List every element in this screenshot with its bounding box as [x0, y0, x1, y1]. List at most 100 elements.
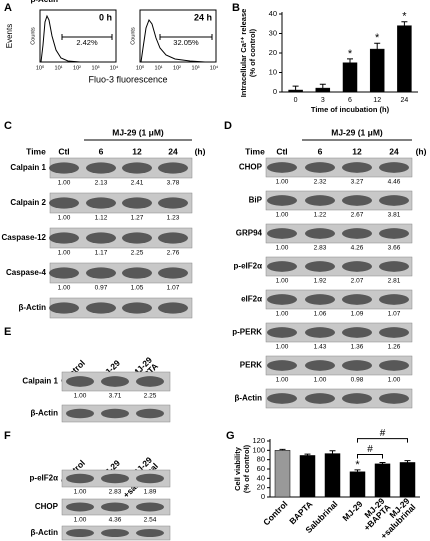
error-bar	[304, 453, 311, 456]
band-ratio: 2.81	[388, 278, 401, 285]
blot-band	[342, 294, 372, 305]
bar	[397, 25, 412, 93]
blot-band	[305, 195, 335, 206]
blot-strip	[265, 190, 413, 211]
protein-label: p-eIF2α	[30, 474, 59, 483]
y-tick-label: 60	[257, 464, 265, 473]
panel-letter: B	[232, 2, 240, 14]
blot-strip	[265, 289, 413, 310]
blot-band	[267, 162, 297, 173]
band-ratio: 3.27	[351, 179, 364, 186]
blot-band	[49, 302, 79, 314]
histogram-frame	[139, 9, 217, 63]
band-ratio: 1.00	[276, 179, 289, 186]
blot-band	[342, 228, 372, 239]
band-ratio: 1.06	[314, 311, 327, 318]
band-ratio: 1.00	[276, 245, 289, 252]
treatment-label: MJ-29 (1 μM)	[331, 127, 383, 137]
protein-label: Caspase-4	[6, 268, 47, 277]
blot-band	[267, 195, 297, 206]
y-tick-label: 40	[269, 9, 277, 18]
blot-band	[136, 376, 164, 387]
panel-letter: C	[4, 120, 12, 132]
band-ratio: 4.26	[351, 245, 364, 252]
x-tick-label: 10⁴	[210, 64, 219, 71]
band-ratio: 2.83	[109, 489, 122, 496]
plot-title: 24 h	[194, 12, 212, 22]
blot-band	[379, 228, 409, 239]
blot-band	[158, 267, 188, 279]
band-ratio: 3.78	[167, 180, 180, 187]
bar	[324, 453, 341, 498]
error-bar	[374, 42, 381, 50]
protein-label: PERK	[240, 361, 262, 370]
panel-letter: D	[224, 120, 232, 132]
blot-strip	[265, 322, 413, 343]
blot-band	[267, 294, 297, 305]
blot-band	[379, 195, 409, 206]
bar	[299, 455, 316, 498]
blot-band	[86, 162, 116, 174]
bar	[288, 89, 303, 93]
significance-marker: *	[402, 11, 407, 23]
lane-label: 24	[389, 146, 399, 156]
panel-letter: F	[4, 430, 11, 442]
blot-strip	[265, 388, 413, 409]
band-ratio: 1.00	[388, 377, 401, 384]
band-ratio: 2.67	[351, 212, 364, 219]
x-tick-label: 10²	[173, 65, 181, 71]
x-tick-label: Control	[261, 499, 289, 527]
blot-band	[379, 162, 409, 173]
blot-band	[66, 408, 94, 419]
protein-label: p-eIF2α	[234, 262, 263, 271]
band-ratio: 4.36	[109, 517, 122, 524]
blot-band	[267, 393, 297, 404]
x-tick-label: 24	[401, 97, 409, 104]
unit-label: (h)	[416, 146, 427, 156]
panel-letter: E	[4, 326, 11, 338]
band-ratio: 1.00	[276, 344, 289, 351]
protein-label: p-PERK	[232, 328, 262, 337]
blot-band	[305, 360, 335, 371]
blot-band	[86, 232, 116, 244]
error-bar	[279, 448, 286, 451]
x-tick-label: 0	[294, 97, 298, 104]
treatment-label: MJ-29 (1 μM)	[112, 127, 164, 137]
band-ratio: 3.71	[109, 393, 122, 400]
x-tick-label: 10¹	[55, 65, 63, 71]
blot-band	[66, 529, 94, 537]
histogram-curve	[140, 18, 206, 63]
band-ratio: 2.83	[314, 245, 327, 252]
band-ratio: 0.98	[351, 377, 364, 384]
band-ratio: 1.00	[58, 215, 71, 222]
bar	[315, 87, 331, 93]
blot-band	[342, 261, 372, 272]
blot-band	[305, 393, 335, 404]
error-bar	[401, 21, 408, 26]
band-ratio: 3.81	[388, 212, 401, 219]
blot-band	[101, 473, 129, 484]
y-tick-label: 40	[257, 473, 265, 482]
error-bar	[292, 85, 299, 91]
protein-label: CHOP	[239, 163, 263, 172]
blot-band	[267, 261, 297, 272]
band-ratio: 1.00	[74, 489, 87, 496]
y-axis-label: (% of control)	[242, 444, 251, 493]
blot-band	[379, 294, 409, 305]
y-tick-label: 10	[269, 67, 277, 76]
protein-label: Calpain 2	[10, 198, 46, 207]
x-tick-label: 3	[321, 97, 325, 104]
blot-band	[379, 393, 409, 404]
blot-band	[101, 529, 129, 537]
blot-band	[101, 376, 129, 387]
blot-band	[305, 294, 335, 305]
blot-strip	[265, 223, 413, 244]
blot-band	[305, 327, 335, 338]
blot-band	[342, 360, 372, 371]
lane-label: Ctl	[58, 146, 69, 156]
comparison-bracket	[357, 453, 383, 459]
band-ratio: 1.00	[276, 377, 289, 384]
error-bar	[354, 469, 361, 472]
blot-band	[158, 302, 188, 314]
blot-band	[136, 502, 164, 512]
